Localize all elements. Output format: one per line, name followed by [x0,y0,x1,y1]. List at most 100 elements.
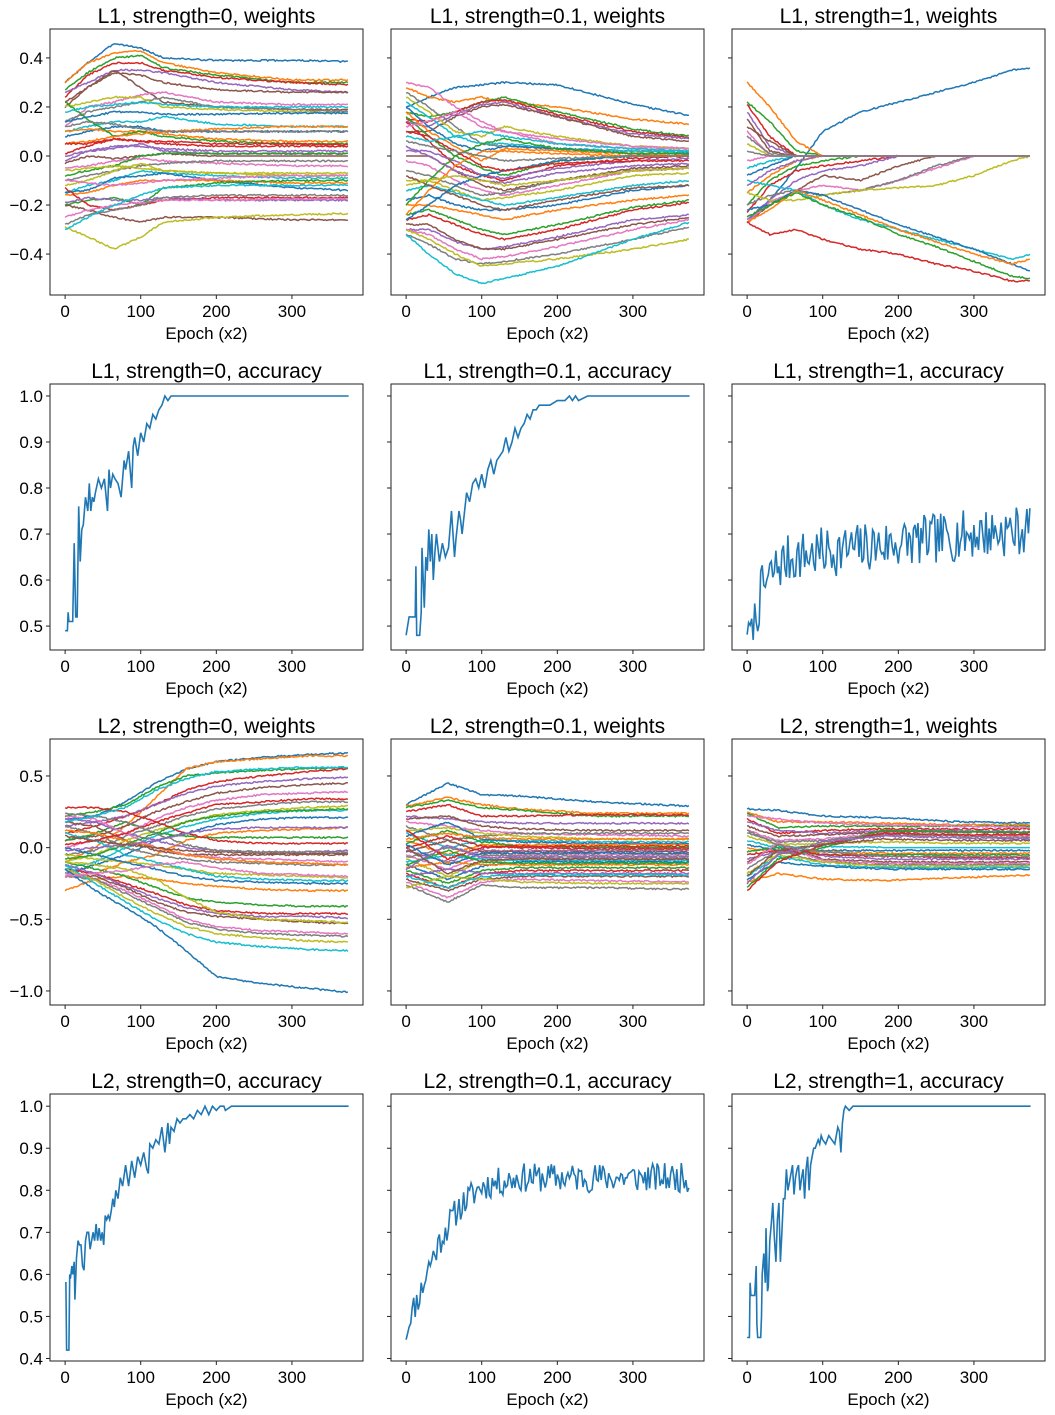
subplot-title: L1, strength=0, accuracy [91,360,322,383]
x-tick-label: 300 [960,1012,988,1031]
weight-series-line [64,173,349,187]
weight-series-line [405,171,690,202]
x-tick-label: 200 [884,1368,912,1387]
weight-series-line [405,198,689,236]
weight-series-line [64,864,349,952]
x-tick-label: 200 [202,657,230,676]
y-tick-label: 0.6 [19,571,43,590]
weight-series-line [406,96,690,150]
weight-series-line [405,825,690,842]
y-tick-label: 1.0 [19,387,43,406]
axes-frame [390,738,705,1006]
y-tick-label: 0.0 [19,147,43,166]
weight-series-line [747,811,1030,827]
weight-series-line [64,128,349,143]
subplot-title: L2, strength=0.1, accuracy [423,1070,672,1093]
weight-series-line [405,183,690,212]
weight-series-line [65,825,349,867]
subplot-l1-s0-accuracy: L1, strength=0, accuracy 0 100 200 300 0.5 0.6… [19,360,364,698]
x-tick-label: 100 [127,302,155,321]
weight-series-line [64,861,348,924]
x-tick-label: 200 [202,1012,230,1031]
weight-series-line [64,860,349,878]
subplot-title: L1, strength=1, weights [780,5,998,28]
x-tick-label: 200 [202,302,230,321]
y-tick-label: 0.9 [19,433,43,452]
plot-area [746,507,1031,640]
x-tick-label: 100 [468,1012,496,1031]
x-tick-label: 100 [127,1012,155,1031]
weight-series-line [405,829,690,861]
y-tick-label: −1.0 [9,982,43,1001]
weight-series-line [64,178,349,207]
x-tick-label: 300 [960,657,988,676]
x-tick-label: 0 [742,302,751,321]
x-tick-label: 100 [127,657,155,676]
x-tick-label: 200 [543,1012,571,1031]
weight-series-line [64,868,348,916]
plot-area [65,1104,349,1351]
weight-series-line [65,807,349,860]
x-axis-label: Epoch (x2) [847,679,929,698]
accuracy-line [746,507,1031,640]
x-axis-label: Epoch (x2) [165,679,247,698]
x-tick-label: 300 [278,657,306,676]
x-axis-label: Epoch (x2) [847,1390,929,1409]
weight-series-line [746,840,1030,849]
weight-series-line [405,110,690,151]
subplot-l2-s1-accuracy: L2, strength=1, accuracy 0 100 200 300 Epoch … [728,1070,1046,1409]
x-tick-label: 0 [742,1012,751,1031]
x-tick-label: 0 [401,1012,410,1031]
weight-series-line [746,150,1030,157]
weight-series-line [64,152,348,165]
x-axis-label: Epoch (x2) [506,1034,588,1053]
weight-series-line [405,832,690,841]
weight-series-line [746,155,1030,224]
weight-series-line [405,167,689,188]
axes-frame [731,1093,1046,1362]
subplot-l2-s0-accuracy: L2, strength=0, accuracy 0 100 200 300 0.4 0.5… [19,1070,364,1409]
weight-series-line [65,110,349,123]
weight-series-line [64,765,348,823]
weight-series-line [64,212,349,250]
subplot-l1-s01-weights: L1, strength=0.1, weights 0 100 200 300 Epoch… [387,5,705,343]
weight-series-line [746,155,1030,187]
plot-area [405,1160,690,1340]
x-tick-label: 300 [960,1368,988,1387]
weight-series-line [64,754,348,863]
x-tick-label: 0 [60,302,69,321]
x-tick-label: 300 [278,1368,306,1387]
y-tick-label: 0.7 [19,525,43,544]
weight-series-line [405,87,690,126]
axes-frame [49,383,364,651]
weight-series-line [405,111,690,162]
weight-series-line [65,808,349,870]
x-tick-label: 0 [60,1012,69,1031]
weight-series-line [405,121,690,182]
subplot-title: L1, strength=0.1, accuracy [423,360,672,383]
plot-area [64,751,349,994]
accuracy-line [747,1104,1031,1339]
weight-series-line [65,767,349,835]
weight-series-line [405,137,689,206]
weight-series-line [64,120,349,134]
weight-series-line [405,201,690,241]
x-tick-label: 100 [468,1368,496,1387]
weight-series-line [64,49,349,83]
weight-series-line [65,178,349,197]
weight-series-line [64,164,349,175]
weight-series-line [405,866,690,884]
weight-series-line [64,144,348,162]
weight-series-line [405,815,690,833]
weight-series-line [746,814,1030,830]
weight-series-line [746,853,1030,875]
x-tick-label: 0 [401,1368,410,1387]
x-tick-label: 200 [884,657,912,676]
weight-series-line [405,139,689,163]
weight-series-line [406,179,689,207]
x-axis-label: Epoch (x2) [506,324,588,343]
weight-series-line [746,872,1031,883]
weight-series-line [64,781,348,842]
y-tick-label: 0.9 [19,1139,43,1158]
